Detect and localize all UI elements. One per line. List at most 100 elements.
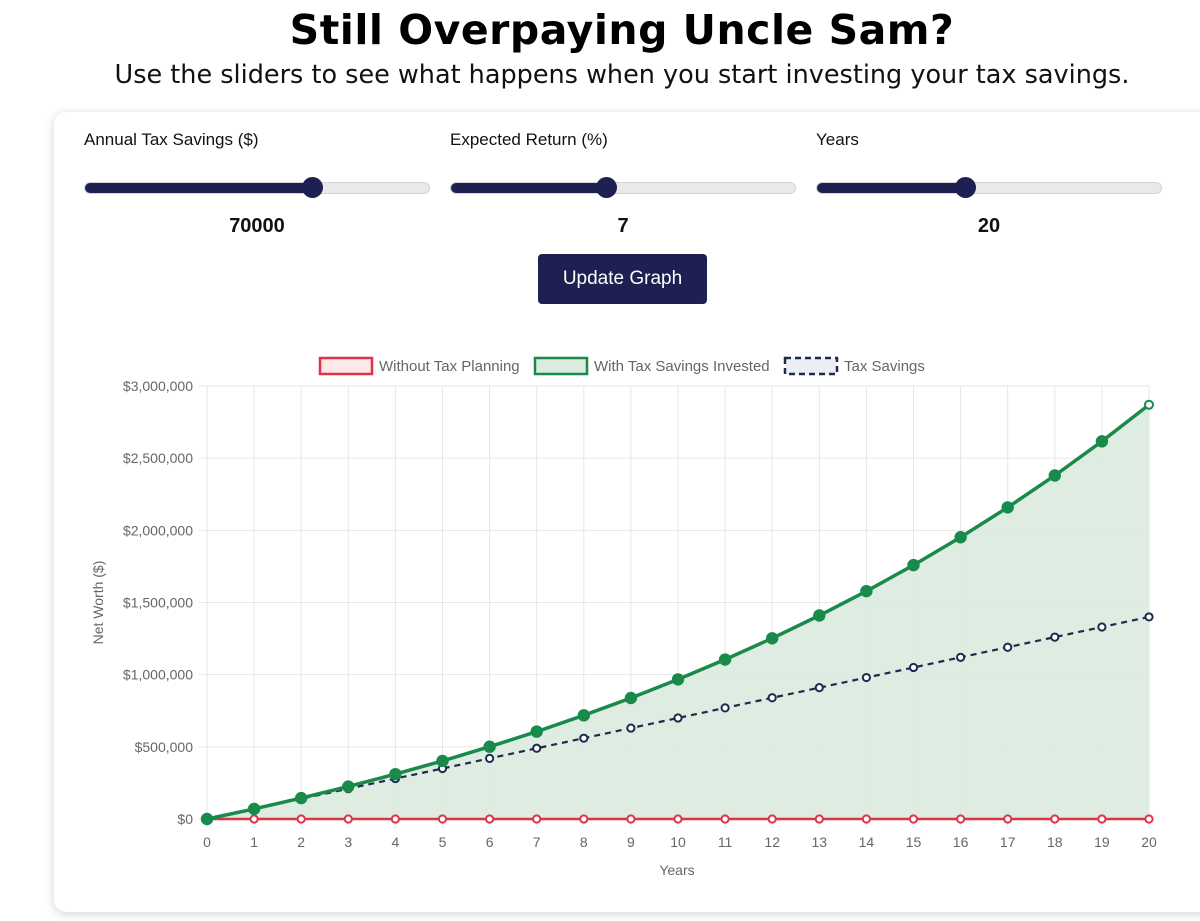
page-title: Still Overpaying Uncle Sam? bbox=[289, 6, 955, 54]
expected-return-label: Expected Return (%) bbox=[450, 130, 608, 149]
x-tick-label: 8 bbox=[580, 834, 588, 850]
with-tax-savings-point bbox=[718, 653, 732, 666]
tax-savings-point bbox=[532, 743, 542, 753]
tax-savings-point bbox=[908, 662, 919, 673]
tax-savings-point bbox=[861, 672, 872, 683]
years-value: 20 bbox=[977, 215, 1001, 237]
with-tax-savings-point bbox=[860, 584, 873, 598]
without-tax-planning-point bbox=[485, 814, 495, 824]
x-tick-label: 16 bbox=[953, 834, 969, 850]
years-slider[interactable] bbox=[816, 177, 1162, 198]
x-tick-label: 0 bbox=[203, 834, 211, 850]
tax-savings-point bbox=[626, 723, 636, 733]
slider-fill bbox=[85, 183, 313, 193]
without-tax-planning-point bbox=[343, 814, 353, 824]
page-subtitle: Use the sliders to see what happens when… bbox=[114, 60, 1130, 90]
tax-savings-point bbox=[1144, 612, 1154, 622]
y-tick-label: $0 bbox=[177, 811, 193, 827]
y-tick-label: $2,500,000 bbox=[123, 450, 193, 466]
without-tax-planning-point bbox=[956, 814, 966, 824]
x-tick-label: 18 bbox=[1047, 834, 1063, 850]
x-tick-label: 11 bbox=[718, 834, 733, 850]
x-tick-label: 20 bbox=[1141, 834, 1157, 850]
x-tick-label: 17 bbox=[1000, 834, 1016, 850]
legend-with-tax-savings-invested-swatch bbox=[533, 356, 589, 376]
tax-savings-point bbox=[1050, 632, 1060, 642]
with-tax-savings-point bbox=[200, 812, 214, 826]
without-tax-planning-point bbox=[908, 814, 919, 824]
x-tick-label: 10 bbox=[670, 834, 686, 850]
legend-without-tax-planning-swatch bbox=[318, 356, 374, 376]
with-tax-savings-point bbox=[342, 780, 355, 793]
without-tax-planning-point bbox=[1003, 814, 1013, 824]
with-tax-savings-point bbox=[766, 632, 779, 645]
expected-return-value: 7 bbox=[617, 215, 629, 237]
slider-thumb[interactable] bbox=[302, 177, 324, 198]
tax-savings-point bbox=[579, 733, 589, 743]
y-tick-label: $3,000,000 bbox=[123, 378, 193, 394]
x-tick-label: 4 bbox=[392, 834, 400, 850]
tax-savings-point bbox=[673, 713, 683, 723]
annual-tax-savings-label: Annual Tax Savings ($) bbox=[84, 130, 259, 149]
with-tax-savings-point bbox=[295, 791, 308, 805]
slider-thumb[interactable] bbox=[595, 177, 617, 198]
annual-tax-savings-value: 70000 bbox=[229, 215, 285, 237]
with-tax-savings-point bbox=[1095, 435, 1109, 448]
with-tax-savings-point bbox=[1144, 399, 1154, 410]
slider-thumb[interactable] bbox=[954, 177, 976, 198]
y-axis-title: Net Worth ($) bbox=[90, 561, 106, 645]
x-tick-label: 9 bbox=[627, 834, 635, 850]
without-tax-planning-point bbox=[1050, 814, 1060, 824]
without-tax-planning-point bbox=[390, 814, 400, 824]
expected-return-slider[interactable] bbox=[450, 177, 796, 198]
x-tick-label: 6 bbox=[486, 834, 494, 850]
with-tax-savings-point bbox=[954, 531, 967, 544]
tax-savings-point bbox=[814, 683, 824, 693]
without-tax-planning-point bbox=[532, 814, 542, 824]
with-tax-savings-point bbox=[907, 558, 920, 572]
without-tax-planning-point bbox=[626, 814, 636, 824]
without-tax-planning-point bbox=[861, 814, 872, 824]
legend-without-tax-planning-label: Without Tax Planning bbox=[379, 358, 520, 375]
with-tax-savings-point bbox=[577, 709, 590, 722]
with-tax-savings-point bbox=[671, 673, 685, 686]
x-tick-label: 14 bbox=[859, 834, 875, 850]
with-tax-savings-point bbox=[436, 754, 449, 768]
without-tax-planning-point bbox=[437, 814, 448, 824]
tax-savings-point bbox=[720, 703, 730, 713]
tax-savings-point bbox=[767, 693, 777, 703]
slider-fill bbox=[817, 183, 965, 193]
without-tax-planning-point bbox=[720, 814, 730, 824]
without-tax-planning-point bbox=[249, 814, 259, 824]
x-tick-label: 7 bbox=[533, 834, 541, 850]
legend-tax-savings-swatch bbox=[783, 356, 839, 376]
without-tax-planning-point bbox=[296, 814, 306, 824]
tax-savings-point bbox=[485, 753, 495, 763]
with-series-area bbox=[207, 404, 1149, 819]
x-tick-label: 2 bbox=[297, 834, 305, 850]
with-tax-savings-point bbox=[1001, 501, 1014, 514]
without-tax-planning-point bbox=[1097, 814, 1107, 824]
tax-savings-point bbox=[956, 652, 966, 662]
without-tax-planning-point bbox=[814, 814, 824, 824]
without-tax-planning-point bbox=[1144, 814, 1154, 824]
annual-tax-savings-slider[interactable] bbox=[84, 177, 430, 198]
tax-savings-point bbox=[1097, 622, 1107, 632]
x-tick-label: 15 bbox=[906, 834, 922, 850]
x-tick-label: 12 bbox=[764, 834, 780, 850]
x-axis-title: Years bbox=[659, 862, 694, 878]
without-tax-planning-point bbox=[673, 814, 683, 824]
y-tick-label: $1,500,000 bbox=[123, 595, 193, 611]
y-tick-label: $2,000,000 bbox=[123, 522, 193, 538]
slider-fill bbox=[451, 183, 606, 193]
x-tick-label: 5 bbox=[439, 834, 447, 850]
update-graph-button[interactable]: Update Graph bbox=[538, 254, 707, 304]
x-tick-label: 13 bbox=[812, 834, 828, 850]
with-tax-savings-point bbox=[813, 609, 826, 622]
without-tax-planning-point bbox=[579, 814, 589, 824]
tax-savings-point bbox=[1003, 642, 1013, 652]
legend-tax-savings-label: Tax Savings bbox=[844, 358, 925, 375]
y-tick-label: $1,000,000 bbox=[123, 667, 193, 683]
with-tax-savings-point bbox=[247, 802, 261, 816]
